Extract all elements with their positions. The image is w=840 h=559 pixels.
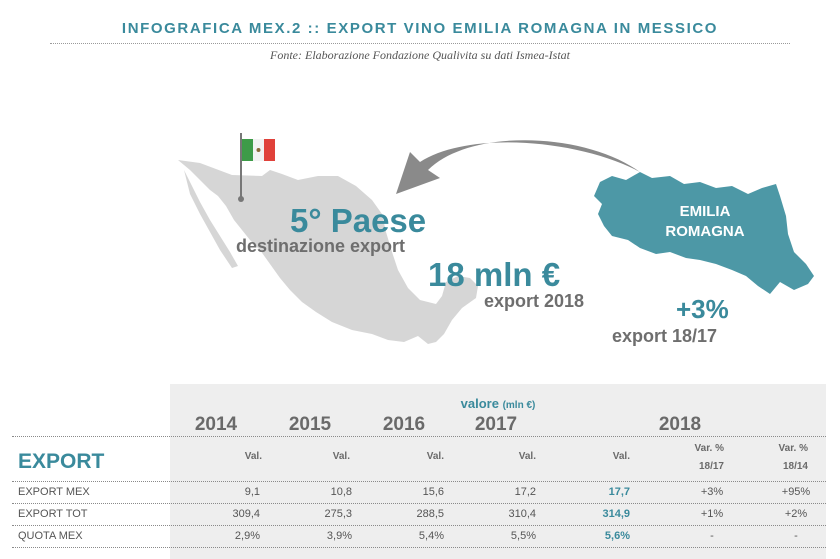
col-header-var-label: Var. % [778, 443, 808, 454]
table-cell: 5,4% [418, 530, 444, 542]
flag-emblem [256, 148, 261, 152]
table-cell: +95% [781, 486, 811, 498]
table-divider [12, 481, 826, 482]
table-cell: 275,3 [324, 508, 352, 520]
table-cell: - [710, 530, 714, 542]
year-header: 2018 [658, 414, 702, 435]
region-label: EMILIA ROMAGNA [640, 202, 770, 242]
region-label-line2: ROMAGNA [665, 223, 745, 240]
col-header-val: Val. [332, 451, 350, 462]
rank-caption: destinazione export [236, 236, 406, 256]
col-header-val: Val. [518, 451, 536, 462]
table-cell: 310,4 [508, 508, 536, 520]
mexico-map [178, 160, 478, 344]
table-cell: 288,5 [416, 508, 444, 520]
year-header: 2015 [288, 414, 332, 435]
table-divider [12, 503, 826, 504]
page-title: INFOGRAFICA MEX.2 :: EXPORT VINO EMILIA … [121, 20, 719, 37]
col-header-var-18-17: Var. % 18/17 [664, 440, 724, 476]
growth-caption: export 18/17 [612, 326, 718, 346]
col-header-val: Val. [612, 451, 630, 462]
row-label: QUOTA MEX [18, 530, 83, 542]
col-header-var-period: 18/14 [782, 461, 808, 472]
table-divider [12, 525, 826, 526]
table-divider [12, 547, 826, 548]
flag-green [242, 139, 253, 161]
col-header-var-label: Var. % [694, 443, 724, 454]
col-header-var-18-14: Var. % 18/14 [748, 440, 808, 476]
table-cell: 2,9% [234, 530, 260, 542]
flag-pin [238, 196, 244, 202]
title-divider [50, 43, 790, 44]
section-title: EXPORT [18, 450, 105, 473]
export-value: 18 mln € [428, 256, 561, 293]
table-cell: 15,6 [422, 486, 444, 498]
data-table-background [170, 384, 826, 559]
growth-value: +3% [676, 294, 729, 324]
table-caption-unit: (mln €) [502, 400, 536, 411]
table-divider [12, 436, 826, 437]
infographic-graphics [178, 133, 814, 344]
row-label: EXPORT TOT [18, 508, 88, 520]
table-cell: +3% [700, 486, 724, 498]
col-header-val: Val. [426, 451, 444, 462]
table-cell: 9,1 [244, 486, 260, 498]
table-cell: 309,4 [232, 508, 260, 520]
table-cell: +2% [784, 508, 808, 520]
export-value-caption: export 2018 [484, 291, 585, 311]
year-header: 2016 [382, 414, 426, 435]
table-cell: 5,6% [604, 530, 630, 542]
row-label: EXPORT MEX [18, 486, 90, 498]
table-cell: 10,8 [330, 486, 352, 498]
flag-red [264, 139, 275, 161]
col-header-var-period: 18/17 [698, 461, 724, 472]
rank-value: 5° Paese [290, 202, 427, 239]
year-header: 2017 [474, 414, 518, 435]
year-header: 2014 [194, 414, 238, 435]
emilia-romagna-map [594, 172, 814, 294]
col-header-val: Val. [244, 451, 262, 462]
table-cell: +1% [700, 508, 724, 520]
table-cell: 17,2 [514, 486, 536, 498]
source-note: Fonte: Elaborazione Fondazione Qualivita… [270, 48, 570, 62]
table-cell: 17,7 [608, 486, 630, 498]
table-cell: - [794, 530, 798, 542]
table-cell: 5,5% [510, 530, 536, 542]
table-cell: 3,9% [326, 530, 352, 542]
region-label-line1: EMILIA [679, 203, 731, 220]
table-cell: 314,9 [602, 508, 630, 520]
table-caption-label: valore [460, 396, 499, 411]
table-caption: valore (mln €) [170, 396, 826, 411]
